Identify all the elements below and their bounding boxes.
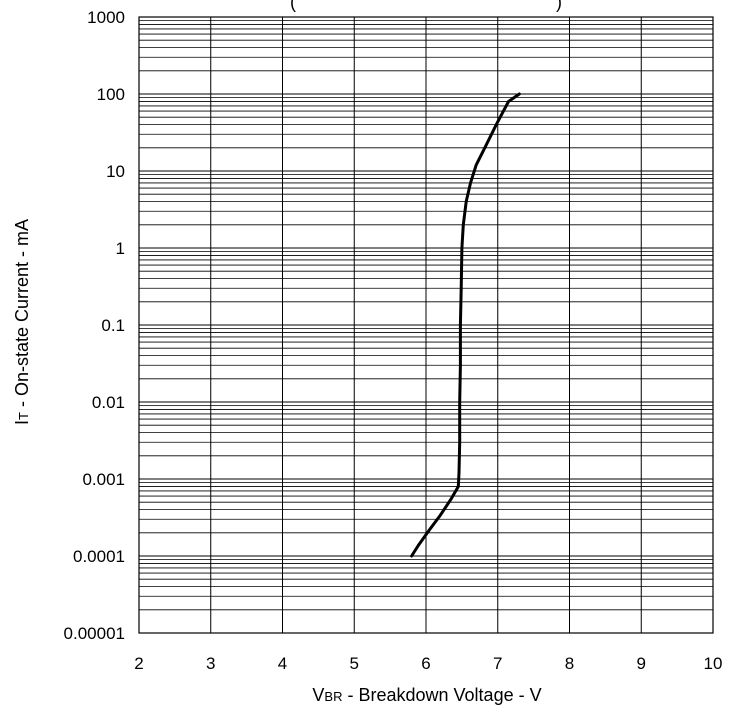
y-tick-label: 0.00001	[64, 624, 125, 643]
y-tick-label: 0.01	[92, 393, 125, 412]
major-gridlines	[138, 16, 714, 634]
series-line	[410, 92, 521, 558]
x-tick-label: 10	[704, 654, 723, 673]
x-axis-label: VBR - Breakdown Voltage - V	[312, 685, 541, 705]
y-tick-label: 1	[116, 239, 125, 258]
chart-title-fragment-tail: )	[556, 0, 562, 12]
x-tick-label: 8	[565, 654, 574, 673]
x-tick-label: 3	[206, 654, 215, 673]
x-tick-label: 4	[278, 654, 287, 673]
y-tick-label: 10	[106, 162, 125, 181]
y-axis-label: IT - On-state Current - mA	[12, 219, 32, 425]
series-layer	[410, 92, 521, 558]
plot-area-frame	[138, 16, 714, 634]
y-tick-label: 1000	[87, 8, 125, 27]
y-tick-label: 0.1	[101, 316, 125, 335]
x-tick-label: 5	[350, 654, 359, 673]
x-axis-tick-labels: 2 3 4 5 6 7 8 9 10	[134, 654, 722, 673]
y-tick-label: 0.001	[82, 470, 125, 489]
chart-title-fragment: (	[290, 0, 296, 12]
x-tick-label: 9	[637, 654, 646, 673]
x-tick-label: 2	[134, 654, 143, 673]
y-tick-label: 0.0001	[73, 547, 125, 566]
x-tick-label: 7	[493, 654, 502, 673]
x-tick-label: 6	[421, 654, 430, 673]
y-tick-label: 100	[97, 85, 125, 104]
y-axis-tick-labels: 0.00001 0.0001 0.001 0.01 0.1 1 10 100 1000	[64, 8, 125, 643]
